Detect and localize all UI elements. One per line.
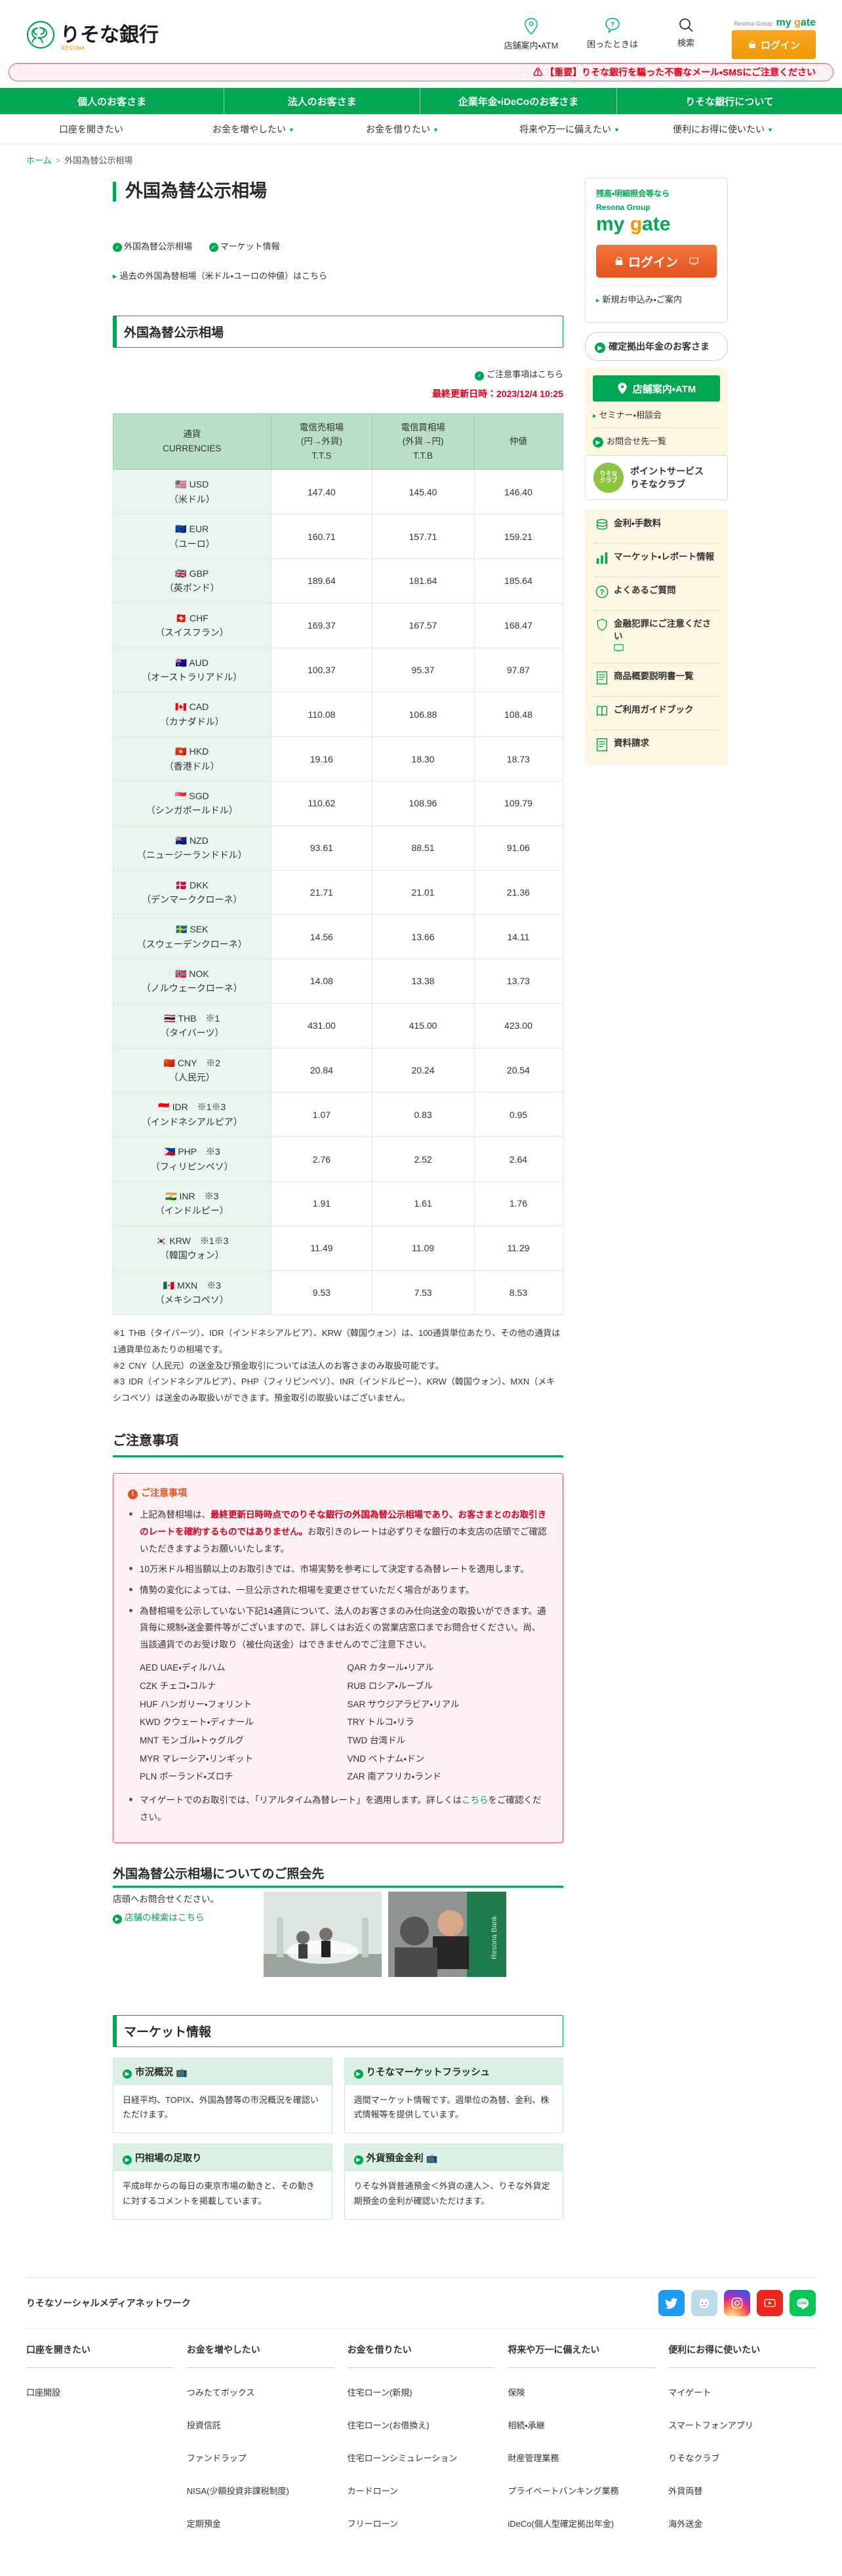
svg-text:?: ? bbox=[599, 587, 604, 596]
svg-text:Resona Bank: Resona Bank bbox=[491, 1916, 498, 1960]
svg-text:?: ? bbox=[611, 22, 614, 29]
svg-text:LINE: LINE bbox=[798, 2301, 807, 2305]
